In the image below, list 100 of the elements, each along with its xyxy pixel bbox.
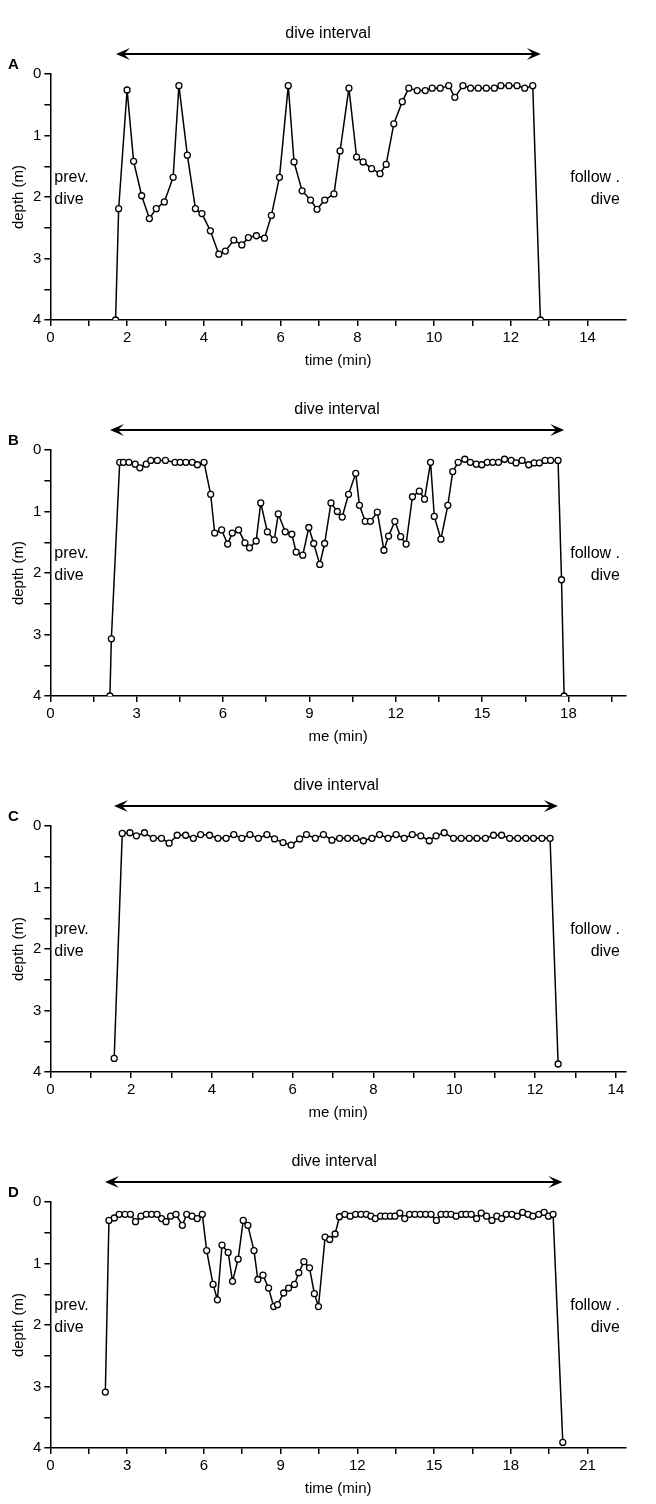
point <box>457 834 465 842</box>
point <box>123 86 131 94</box>
y-tick-label: 1 <box>33 501 42 519</box>
point <box>382 160 390 169</box>
annotation: prev. dive <box>54 919 89 959</box>
text: dive interval <box>285 24 371 42</box>
x-axis-title: time (min) <box>304 351 372 369</box>
point <box>451 93 459 102</box>
point <box>497 831 506 839</box>
x-tick-label: 0 <box>46 1080 55 1098</box>
x-tick-label: 4 <box>199 328 209 346</box>
x-tick-label: 2 <box>126 1080 136 1098</box>
point <box>546 834 554 842</box>
point <box>149 834 157 842</box>
x-axis-title: me (min) <box>308 727 368 745</box>
x-tick-label: 6 <box>288 1080 297 1098</box>
point <box>344 834 352 842</box>
y-tick-label: 2 <box>33 1315 42 1333</box>
point <box>230 236 238 244</box>
annotation: prev. dive <box>54 1295 89 1335</box>
point <box>206 227 215 235</box>
point <box>118 829 126 838</box>
y-tick-label: 1 <box>33 1253 42 1271</box>
point <box>417 832 425 840</box>
point <box>421 86 429 95</box>
y-axis-title: depth (m) <box>9 164 27 230</box>
y-tick-label: 3 <box>33 624 42 642</box>
point <box>169 173 177 181</box>
y-tick-label: 3 <box>33 1000 42 1018</box>
point <box>132 832 141 840</box>
x-tick-label: 18 <box>560 704 577 722</box>
point <box>529 834 538 842</box>
point <box>336 147 344 155</box>
x-tick-label: 3 <box>132 704 141 722</box>
x-tick-label: 14 <box>579 328 596 346</box>
point <box>425 837 433 845</box>
x-tick-label: 6 <box>199 1456 209 1474</box>
x-tick-label: 4 <box>207 1080 217 1098</box>
point <box>214 834 222 842</box>
point <box>390 120 398 128</box>
point <box>160 198 168 206</box>
annotation: follow . dive <box>570 167 621 207</box>
x-tick-label: 21 <box>579 1456 596 1474</box>
point <box>189 834 197 842</box>
point <box>408 830 416 839</box>
point <box>295 835 304 843</box>
point <box>554 1060 562 1068</box>
point <box>352 153 361 161</box>
point <box>345 84 353 92</box>
x-tick-label: 2 <box>122 328 132 346</box>
x-tick-label: 14 <box>607 1080 625 1098</box>
point <box>466 84 475 92</box>
point <box>238 834 246 842</box>
point <box>405 84 413 92</box>
point <box>392 830 400 839</box>
x-tick-label: 12 <box>349 1456 366 1474</box>
y-tick-label: 0 <box>33 1192 42 1210</box>
point <box>521 84 529 92</box>
point <box>165 839 173 847</box>
point <box>238 241 246 249</box>
point <box>473 834 481 842</box>
point <box>376 169 384 178</box>
point <box>110 1054 118 1063</box>
point <box>359 158 367 166</box>
x-axis-title: time (min) <box>304 1479 372 1497</box>
y-tick-label: 0 <box>33 816 42 834</box>
point <box>529 82 537 90</box>
point <box>506 834 514 842</box>
point <box>306 196 315 204</box>
point <box>514 834 522 842</box>
point <box>126 829 134 837</box>
point <box>440 829 448 837</box>
point <box>428 84 436 92</box>
annotation: follow . dive <box>570 1295 621 1335</box>
point <box>215 250 223 258</box>
x-axis-title: me (min) <box>308 1103 368 1121</box>
point <box>445 82 453 90</box>
point <box>196 830 205 839</box>
annotation: follow . dive <box>570 543 621 583</box>
point <box>183 151 191 159</box>
y-tick-label: 2 <box>33 939 42 957</box>
y-axis-title: depth (m) <box>9 540 27 606</box>
point <box>359 837 368 845</box>
chart-title: B <box>8 431 19 449</box>
point <box>436 84 444 92</box>
y-tick-label: 4 <box>33 310 42 328</box>
point <box>290 158 298 166</box>
point <box>287 841 295 849</box>
point <box>328 836 336 844</box>
point <box>375 830 384 839</box>
point <box>252 232 261 240</box>
y-tick-label: 3 <box>33 248 42 266</box>
point <box>129 157 138 165</box>
point <box>319 830 328 839</box>
x-tick-label: 3 <box>122 1456 132 1474</box>
point <box>352 834 360 842</box>
y-axis-title: depth (m) <box>9 916 27 982</box>
y-tick-label: 3 <box>33 1376 42 1394</box>
annotation: prev. dive <box>54 167 89 207</box>
point <box>400 834 408 842</box>
